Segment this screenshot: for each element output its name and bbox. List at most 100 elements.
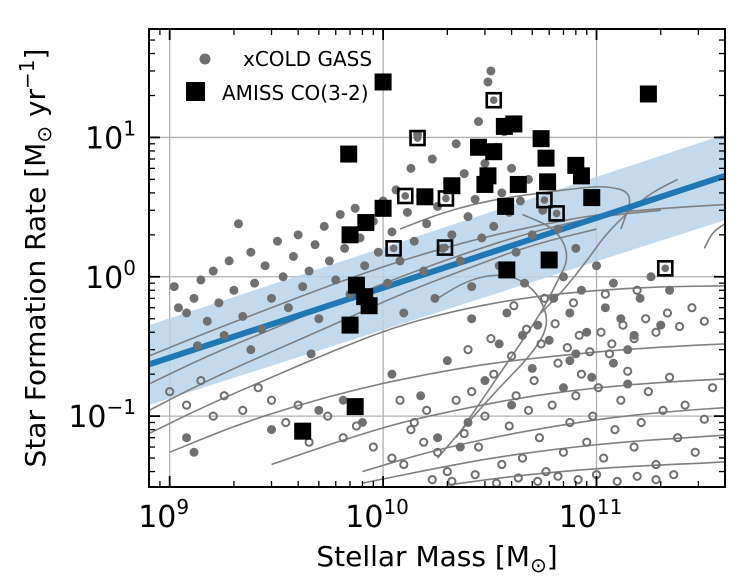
xcold-point-open	[504, 421, 514, 431]
xcold-point	[208, 266, 218, 276]
xcold-point-open	[470, 470, 480, 480]
xcold-point-open	[451, 395, 461, 405]
xcold-point-open	[674, 321, 685, 332]
y-axis-title: Star Formation Rate [M⊙ yr−1]	[15, 49, 56, 468]
xcold-point-open	[406, 425, 416, 435]
xcold-point	[515, 196, 525, 206]
legend: xCOLD GASS AMISS CO(3-2)	[186, 47, 372, 105]
x-tick-label: 1011	[559, 495, 623, 535]
xcold-point-open	[632, 285, 642, 295]
xcold-point-open	[536, 339, 546, 349]
xcold-point	[360, 261, 370, 271]
xcold-point	[629, 330, 639, 340]
xcold-point	[304, 266, 314, 276]
xcold-point	[310, 240, 320, 250]
xcold-point-open	[588, 411, 598, 421]
xcold-point-open	[604, 349, 615, 359]
xcold-point-open	[323, 411, 333, 421]
xcold-point	[399, 308, 409, 318]
x-axis-title: Stellar Mass [M⊙]	[316, 540, 557, 577]
amiss-point-open	[656, 260, 674, 277]
xcold-point	[571, 243, 581, 253]
xcold-point-open	[399, 459, 409, 470]
xcold-point-open	[612, 476, 622, 487]
xcold-point	[283, 303, 293, 313]
xcold-point-open	[553, 358, 563, 368]
xcold-point	[623, 379, 633, 389]
xcold-point-open	[422, 405, 432, 415]
xcold-point-open	[253, 383, 263, 393]
xcold-point-open	[574, 330, 584, 340]
xcold-point-open	[511, 391, 521, 401]
x-tick-label: 109	[138, 495, 189, 535]
xcold-point	[373, 247, 383, 257]
xcold-point-open	[419, 437, 429, 447]
xcold-point-open	[513, 473, 523, 483]
xcold-point-open	[387, 453, 397, 463]
xcold-point-open	[463, 345, 473, 355]
xcold-point	[486, 66, 496, 76]
xcold-point	[467, 314, 477, 324]
amiss-point-open	[485, 91, 503, 109]
xcold-point-open	[673, 433, 683, 443]
xcold-point-open	[565, 417, 575, 428]
xcold-point-open	[491, 478, 502, 487]
amiss-point-open-center	[441, 243, 449, 252]
xcold-point	[576, 285, 586, 295]
xcold-point	[463, 212, 473, 222]
legend-marker-xcold	[199, 53, 211, 65]
xcold-point	[189, 293, 199, 303]
amiss-point-open-center	[661, 264, 670, 273]
xcold-point	[357, 417, 367, 427]
xcold-point-open	[208, 411, 218, 421]
main-sequence-line	[149, 173, 725, 368]
xcold-point	[511, 247, 521, 257]
y-tick-label: 101	[85, 116, 136, 156]
amiss-point	[498, 261, 516, 279]
xcold-point	[306, 349, 316, 359]
xcold-point	[192, 341, 202, 351]
xcold-point-open	[687, 303, 697, 313]
amiss-point-open	[396, 187, 414, 205]
xcold-point-open	[281, 417, 291, 428]
xcold-point	[558, 383, 568, 393]
xcold-point-open	[533, 476, 543, 487]
xcold-point	[447, 230, 457, 240]
contour-line	[169, 343, 725, 454]
xcold-point	[455, 442, 465, 452]
xcold-point-open	[409, 417, 419, 428]
xcold-point	[419, 266, 429, 276]
amiss-point	[470, 138, 488, 156]
contour-line	[703, 223, 725, 249]
contour-line	[447, 461, 725, 486]
amiss-point	[485, 143, 503, 161]
amiss-point	[294, 422, 312, 440]
amiss-point-open	[536, 191, 553, 209]
xcold-point	[459, 169, 469, 179]
xcold-point-open	[467, 386, 477, 397]
xcold-point-open	[395, 395, 405, 405]
xcold-point	[665, 285, 675, 295]
xcold-point-open	[596, 327, 606, 337]
xcold-point	[298, 282, 308, 292]
xcold-point-open	[636, 417, 646, 428]
xcold-point-open	[562, 343, 572, 353]
xcold-point-open	[690, 447, 700, 457]
xcold-point	[267, 293, 277, 303]
xcold-point	[442, 356, 452, 366]
xcold-point	[272, 236, 282, 246]
amiss-point	[374, 73, 392, 91]
xcold-point-open	[699, 414, 709, 424]
xcold-point-open	[529, 375, 539, 386]
xcold-point-open	[427, 475, 437, 485]
xcold-point	[565, 356, 575, 366]
xcold-point	[288, 251, 298, 261]
xcold-point-open	[338, 433, 348, 443]
amiss-point	[497, 197, 515, 215]
xcold-point-open	[573, 475, 583, 485]
contour-line	[399, 185, 631, 230]
xcold-point	[196, 275, 206, 285]
xcold-point	[527, 230, 537, 240]
xcold-point-open	[521, 324, 532, 334]
xcold-point-open	[669, 470, 679, 480]
